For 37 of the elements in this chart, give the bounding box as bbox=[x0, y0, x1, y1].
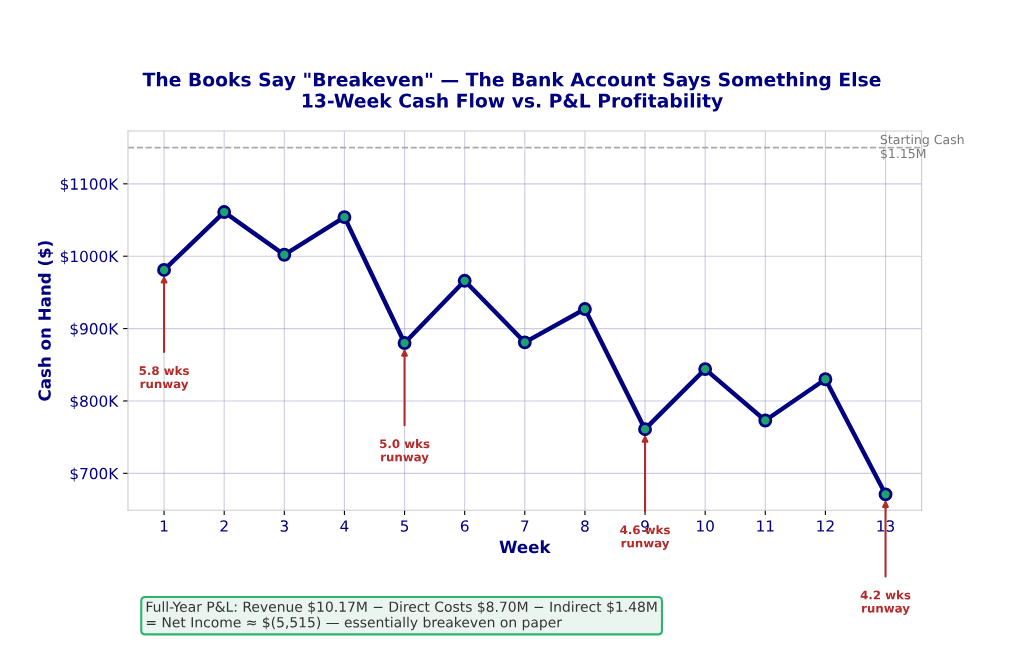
ref-line-label: Starting Cash $1.15M bbox=[880, 134, 964, 160]
y-tick-label: $1000K bbox=[60, 250, 119, 265]
point bbox=[217, 205, 232, 220]
x-tick-label: 10 bbox=[697, 520, 714, 532]
x-tick-label: 1 bbox=[160, 520, 168, 532]
chart-title: The Books Say "Breakeven" — The Bank Account Says Something Else 13-Week Cash Flow vs. P&L Profitability bbox=[142, 72, 881, 112]
point bbox=[397, 336, 412, 350]
x-axis-title: Week bbox=[499, 540, 551, 554]
annotation: 5.8 wks runway bbox=[139, 365, 189, 391]
text: Full-Year P&L: Revenue $10.17M − Direct Costs $8.70M − Indirect $1.48M = Net Income ≈ $(5,515) — essentially breakeven on paper bbox=[146, 601, 657, 631]
point bbox=[878, 487, 893, 502]
x-tick-label: 4 bbox=[340, 520, 349, 532]
point bbox=[157, 263, 172, 277]
point bbox=[577, 302, 592, 316]
x-tick-label: 2 bbox=[220, 520, 228, 532]
y-tick-label: $900K bbox=[70, 322, 119, 337]
y-tick-label: $1100K bbox=[60, 178, 119, 192]
point bbox=[638, 422, 652, 437]
point bbox=[758, 413, 773, 428]
point bbox=[698, 362, 713, 377]
point bbox=[337, 210, 352, 225]
x-tick-label: 7 bbox=[521, 520, 529, 532]
x-tick-label: 12 bbox=[817, 520, 834, 532]
annotation: 4.2 wks runway bbox=[860, 590, 911, 616]
y-tick-label: $800K bbox=[70, 395, 119, 410]
y-axis-title: Cash on Hand ($) bbox=[37, 241, 54, 401]
x-tick-label: 6 bbox=[460, 520, 469, 532]
point bbox=[818, 372, 833, 387]
annotation: 5.0 wks runway bbox=[380, 439, 430, 464]
point bbox=[277, 247, 292, 262]
point bbox=[517, 335, 532, 350]
x-tick-label: 3 bbox=[280, 520, 288, 532]
y-tick-label: $700K bbox=[70, 467, 119, 482]
x-tick-label: 5 bbox=[400, 520, 409, 532]
x-tick-label: 8 bbox=[581, 520, 589, 532]
point bbox=[457, 273, 472, 288]
x-tick-label: 11 bbox=[757, 520, 774, 532]
